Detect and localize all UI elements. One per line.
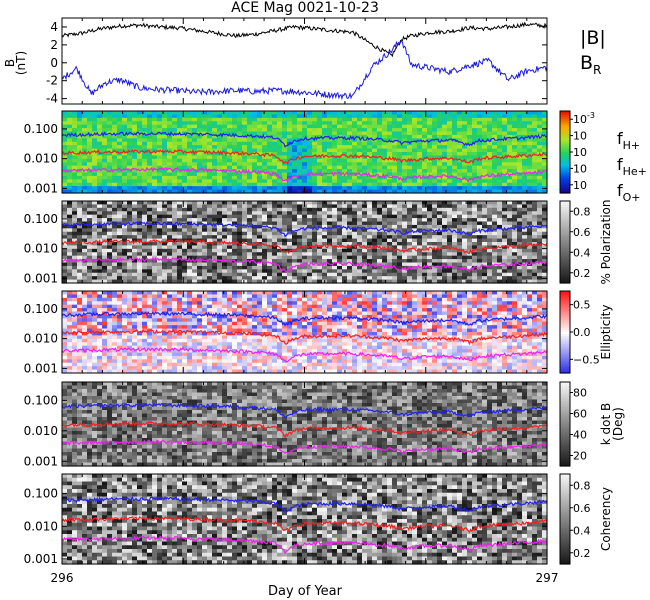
y-tick-label: 0.010 [24, 332, 58, 346]
colorbar-panel-1 [560, 111, 570, 194]
legend-b-radial-name: B [580, 52, 593, 74]
x-axis-label: Day of Year [268, 584, 343, 599]
colorbar-tick-label: −0.5 [573, 353, 600, 366]
freq-line-Hplus-panel-3 [61, 310, 548, 327]
freq-line-Oplus-panel-3 [61, 347, 548, 363]
colorbar-panel-2 [560, 201, 570, 284]
freq-line-Hplus-panel-1 [61, 130, 548, 148]
x-tick-label-start: 296 [51, 571, 74, 585]
colorbar-label: Ellipticity [599, 305, 613, 360]
b-y-unit: (nT) [14, 51, 28, 75]
colorbar-tick-label: 0.4 [573, 524, 591, 537]
colorbar-tick-label: 10 [573, 162, 587, 175]
y-tick-label: 0.010 [24, 424, 58, 438]
legend-Oplus: fO+ [617, 181, 641, 204]
panel-backgrounds [62, 111, 570, 565]
y-tick-label: 0.001 [24, 552, 58, 566]
freq-line-Heplus-panel-4 [61, 420, 548, 439]
colorbar-tick-label: 20 [573, 450, 587, 463]
heatmap-cells-panel-5 [62, 474, 548, 565]
colorbar-tick-label: 0.2 [573, 547, 591, 560]
data-lines [61, 21, 548, 555]
colorbar-tick-label: 0.0 [573, 326, 591, 339]
series-line-b-magnitude [61, 21, 548, 58]
y-tick-label: 0.010 [24, 152, 58, 166]
freq-line-Heplus-panel-3 [61, 329, 548, 346]
y-tick-label: 0.100 [24, 122, 58, 136]
series-line-b-radial [61, 38, 548, 101]
chart-title: ACE Mag 0021-10-23 [231, 0, 379, 16]
freq-line-Oplus-panel-2 [61, 256, 548, 274]
y-tick-label: 0.001 [24, 361, 58, 375]
y-tick-label: 0.010 [24, 519, 58, 533]
colorbar-panel-3 [560, 291, 570, 374]
colorbar-tick-label: 0.8 [573, 205, 591, 218]
colorbar-tick-label: 0.8 [573, 479, 591, 492]
b-y-tick-label: -2 [46, 74, 58, 88]
colorbar-label: % Polarization [599, 200, 613, 285]
colorbar-tick-label: 10-3 [573, 111, 595, 126]
freq-line-Heplus-panel-5 [61, 515, 548, 534]
b-y-tick-label: 2 [50, 38, 58, 52]
y-tick-label: 0.100 [24, 212, 58, 226]
colorbar-tick-label: 0.2 [573, 267, 591, 280]
colorbar-tick-label: 60 [573, 408, 587, 421]
colorbar-label-unit: (Deg) [611, 407, 625, 441]
colorbar-tick-label: 10 [573, 146, 587, 159]
freq-line-Hplus-panel-4 [61, 402, 548, 418]
colorbar-panel-4 [560, 382, 570, 467]
b-y-tick-label: 0 [50, 56, 58, 70]
colorbar-label: k dot B [599, 403, 613, 445]
colorbar-frame [559, 473, 571, 565]
colorbar-tick-label: 40 [573, 429, 587, 442]
heatmap-cells-panel-2 [62, 201, 548, 284]
legend-Heplus: fHe+ [617, 155, 647, 178]
b-y-tick-label: -4 [46, 92, 58, 106]
chart-text: ACE Mag 0021-10-23 Day of Year 296 297 B… [3, 0, 647, 599]
colorbar-tick-label: 10 [573, 179, 587, 192]
freq-line-Oplus-panel-4 [61, 439, 548, 455]
heatmap-cells-panel-3 [62, 291, 548, 374]
x-tick-label-end: 297 [536, 571, 559, 585]
y-tick-label: 0.001 [24, 454, 58, 468]
freq-line-Heplus-panel-2 [61, 239, 548, 255]
colorbar-tick-label: 0.6 [573, 226, 591, 239]
freq-line-Hplus-panel-5 [61, 495, 548, 514]
legend-b-radial-sub: R [593, 63, 601, 77]
colorbar-panel-5 [560, 474, 570, 565]
y-tick-label: 0.100 [24, 487, 58, 501]
legend-Hplus: fH+ [617, 129, 640, 152]
y-tick-label: 0.010 [24, 242, 58, 256]
b-y-tick-label: 4 [50, 20, 58, 34]
colorbar-frame [559, 200, 571, 284]
legend-b-radial: BR [580, 52, 601, 77]
heatmap-cells-panel-1 [62, 111, 548, 194]
colorbar-label: Coherency [599, 487, 613, 551]
colorbar-tick-label: 0.4 [573, 246, 591, 259]
legend-b-magnitude: |B| [580, 27, 606, 49]
colorbar-tick-exponent: -3 [587, 111, 595, 120]
freq-line-Oplus-panel-1 [61, 166, 548, 184]
freq-line-Hplus-panel-2 [61, 221, 548, 238]
colorbar-tick-label: 80 [573, 387, 587, 400]
y-tick-label: 0.100 [24, 393, 58, 407]
colorbar-tick-label: 0.6 [573, 502, 591, 515]
y-tick-label: 0.001 [24, 271, 58, 285]
freq-line-Oplus-panel-5 [61, 535, 548, 555]
panel-frames [61, 17, 573, 565]
colorbar-tick-label: 0.5 [573, 299, 591, 312]
b-y-label: B [3, 59, 17, 67]
colorbar-tick-label: 10 [573, 130, 587, 143]
colorbar-frame [559, 381, 571, 467]
y-tick-label: 0.100 [24, 302, 58, 316]
y-tick-label: 0.001 [24, 181, 58, 195]
freq-line-Heplus-panel-1 [61, 148, 548, 165]
